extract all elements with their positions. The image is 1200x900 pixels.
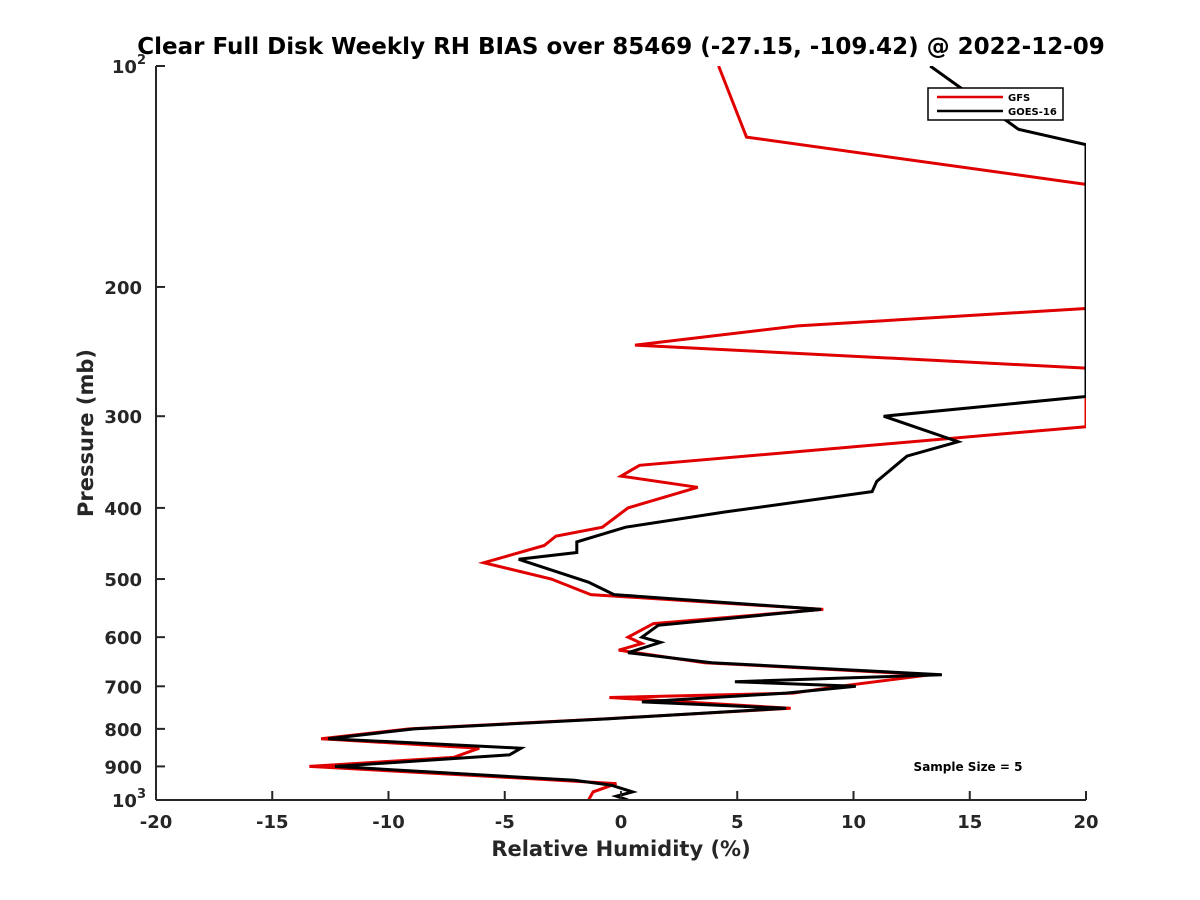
chart-title: Clear Full Disk Weekly RH BIAS over 8546… (137, 34, 1105, 60)
x-tick-label: 15 (957, 812, 982, 833)
y-tick-label: 400 (104, 499, 142, 520)
y-tick-label: 103 (112, 787, 146, 812)
x-tick-label: 0 (615, 812, 628, 833)
x-tick-label: 5 (731, 812, 744, 833)
y-tick-label: 200 (104, 278, 142, 299)
y-tick-label: 900 (104, 757, 142, 778)
series-line-gfs (309, 66, 1086, 800)
plot-area (155, 66, 1086, 801)
y-tick-label: 500 (104, 570, 142, 591)
legend-label-goes16: GOES-16 (1008, 107, 1057, 118)
x-tick-label: -20 (140, 812, 173, 833)
x-tick-label: -5 (495, 812, 515, 833)
x-tick-label: -15 (256, 812, 289, 833)
x-tick-label: 10 (841, 812, 866, 833)
legend: GFS GOES-16 (927, 87, 1064, 121)
sample-size-annotation: Sample Size = 5 (914, 760, 1023, 774)
legend-box (927, 87, 1064, 121)
y-tick-label: 700 (104, 677, 142, 698)
y-tick-label: 800 (104, 720, 142, 741)
x-tick-label: 20 (1073, 812, 1098, 833)
y-tick-label: 300 (104, 407, 142, 428)
y-axis-label: Pressure (mb) (74, 349, 98, 517)
legend-label-gfs: GFS (1008, 93, 1030, 104)
y-tick-label: 102 (112, 53, 146, 78)
y-axis-ticks: 102 200 300 400 500 600 700 800 900 103 (104, 53, 165, 812)
x-axis-ticks: -20 -15 -10 -5 0 5 10 15 20 (140, 791, 1099, 833)
x-axis-label: Relative Humidity (%) (491, 837, 750, 861)
y-tick-label: 600 (104, 628, 142, 649)
series-line-goes-16 (327, 66, 1086, 800)
x-tick-label: -10 (372, 812, 405, 833)
